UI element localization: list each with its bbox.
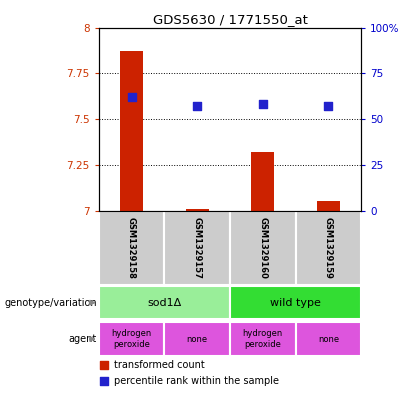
Bar (251, 152, 274, 211)
Bar (230, 211, 296, 285)
Text: agent: agent (68, 334, 97, 344)
Text: GSM1329157: GSM1329157 (193, 217, 202, 279)
Bar (317, 202, 340, 211)
Text: hydrogen
peroxide: hydrogen peroxide (243, 329, 283, 349)
Bar (186, 209, 209, 211)
Text: genotype/variation: genotype/variation (4, 298, 97, 308)
Title: GDS5630 / 1771550_at: GDS5630 / 1771550_at (152, 13, 307, 26)
Point (260, 101, 266, 108)
Text: percentile rank within the sample: percentile rank within the sample (114, 376, 279, 386)
Text: none: none (186, 334, 208, 343)
Point (194, 103, 200, 109)
Text: transformed count: transformed count (114, 360, 205, 371)
Text: GSM1329160: GSM1329160 (258, 217, 267, 279)
Bar (120, 51, 143, 211)
Text: wild type: wild type (270, 298, 321, 308)
Bar (296, 322, 361, 356)
Point (101, 378, 108, 384)
Text: sod1Δ: sod1Δ (147, 298, 181, 308)
Bar (99, 286, 230, 319)
Text: hydrogen
peroxide: hydrogen peroxide (111, 329, 152, 349)
Bar (164, 322, 230, 356)
Bar (99, 211, 164, 285)
Bar (296, 211, 361, 285)
Text: none: none (318, 334, 339, 343)
Bar (230, 322, 296, 356)
Bar (164, 211, 230, 285)
Point (325, 103, 332, 109)
Bar (230, 286, 361, 319)
Point (128, 94, 135, 100)
Text: GSM1329159: GSM1329159 (324, 217, 333, 279)
Bar (99, 322, 164, 356)
Point (101, 362, 108, 369)
Text: GSM1329158: GSM1329158 (127, 217, 136, 279)
